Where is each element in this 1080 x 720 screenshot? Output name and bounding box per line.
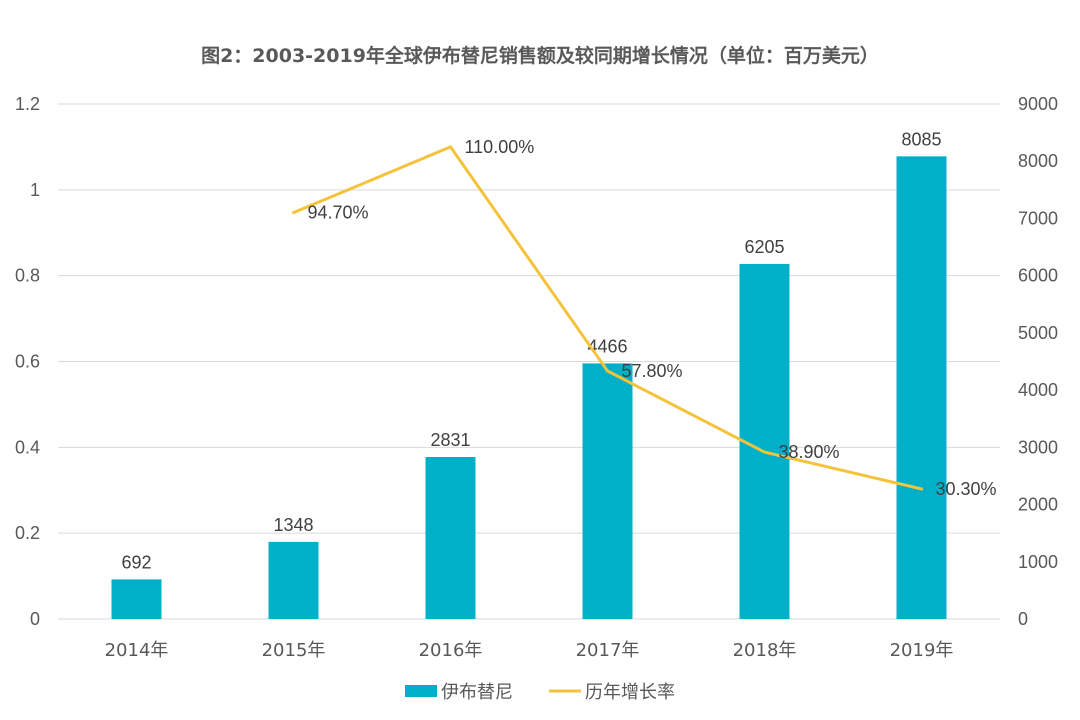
bar xyxy=(739,263,790,619)
chart-title: 图2：2003-2019年全球伊布替尼销售额及较同期增长情况（单位：百万美元） xyxy=(201,44,879,67)
line-point xyxy=(292,211,295,215)
left-axis: 0 0.2 0.4 0.6 0.8 1 1.2 xyxy=(15,94,40,629)
bar-value-label: 2831 xyxy=(430,430,470,450)
left-tick-label: 0 xyxy=(30,609,40,629)
bar-value-label: 1348 xyxy=(273,515,313,535)
bar xyxy=(268,541,319,619)
x-tick-label: 2019年 xyxy=(890,640,954,661)
bar xyxy=(111,579,162,619)
gridlines xyxy=(58,103,1000,620)
bar-series xyxy=(111,156,947,619)
line-series xyxy=(292,145,923,491)
legend-swatch-bar xyxy=(405,685,437,697)
right-tick-label: 0 xyxy=(1018,609,1028,629)
right-tick-label: 9000 xyxy=(1018,94,1058,114)
bar-value-label: 4466 xyxy=(587,336,627,356)
line-value-label: 38.90% xyxy=(779,442,840,462)
left-tick-label: 0.2 xyxy=(15,523,40,543)
bar xyxy=(582,363,633,619)
line-point xyxy=(763,450,766,454)
right-tick-label: 3000 xyxy=(1018,437,1058,457)
right-tick-label: 5000 xyxy=(1018,323,1058,343)
left-tick-label: 1.2 xyxy=(15,94,40,114)
legend: 伊布替尼 历年增长率 xyxy=(405,682,675,703)
line-point xyxy=(606,369,609,373)
x-tick-label: 2018年 xyxy=(733,640,797,661)
line-value-label: 94.70% xyxy=(308,203,369,223)
left-tick-label: 1 xyxy=(30,180,40,200)
right-tick-label: 2000 xyxy=(1018,495,1058,515)
right-tick-label: 8000 xyxy=(1018,151,1058,171)
left-tick-label: 0.4 xyxy=(15,437,40,457)
bar xyxy=(425,457,476,619)
line-point xyxy=(920,487,923,491)
line-value-label: 30.30% xyxy=(936,479,997,499)
right-tick-label: 1000 xyxy=(1018,552,1058,572)
x-tick-label: 2016年 xyxy=(419,640,483,661)
legend-label-bar: 伊布替尼 xyxy=(441,682,513,703)
x-axis: 2014年 2015年 2016年 2017年 2018年 2019年 xyxy=(105,640,954,661)
x-tick-label: 2015年 xyxy=(262,640,326,661)
left-tick-label: 0.8 xyxy=(15,266,40,286)
line-value-label: 57.80% xyxy=(622,361,683,381)
line-point xyxy=(449,145,452,149)
line-value-label: 110.00% xyxy=(465,137,535,157)
right-tick-label: 4000 xyxy=(1018,380,1058,400)
left-tick-label: 0.6 xyxy=(15,352,40,372)
right-tick-label: 7000 xyxy=(1018,208,1058,228)
x-tick-label: 2017年 xyxy=(576,640,640,661)
bar-value-label: 692 xyxy=(121,552,151,572)
right-tick-label: 6000 xyxy=(1018,266,1058,286)
bar-value-label: 8085 xyxy=(901,129,941,149)
line-data-labels: 94.70% 110.00% 57.80% 38.90% 30.30% xyxy=(308,137,997,499)
legend-label-line: 历年增长率 xyxy=(585,682,675,703)
x-tick-label: 2014年 xyxy=(105,640,169,661)
right-axis: 0 1000 2000 3000 4000 5000 6000 7000 8000 9000 xyxy=(1018,94,1058,629)
bar xyxy=(896,156,947,619)
bar-value-label: 6205 xyxy=(744,237,784,257)
bar-data-labels: 692 1348 2831 4466 6205 8085 xyxy=(121,129,941,572)
